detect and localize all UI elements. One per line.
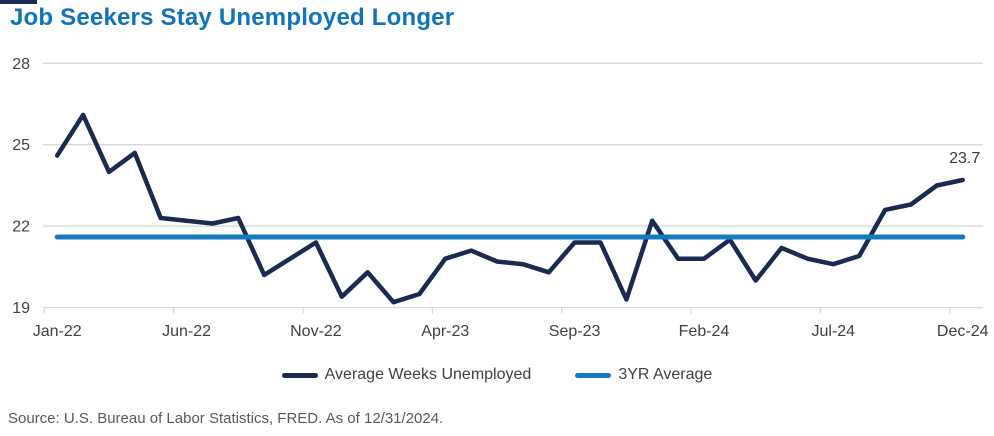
series-line-swatch bbox=[281, 372, 318, 378]
x-axis-label: Nov-22 bbox=[290, 323, 342, 340]
corner-accent-bar bbox=[0, 0, 37, 4]
y-axis-label: 28 bbox=[12, 56, 30, 73]
x-axis-label: Jan-22 bbox=[33, 323, 82, 340]
legend-item-average-weeks: Average Weeks Unemployed bbox=[281, 366, 532, 384]
y-axis-label: 19 bbox=[12, 300, 30, 317]
legend-item-3yr-average: 3YR Average bbox=[575, 366, 712, 384]
average-line-swatch bbox=[575, 372, 612, 378]
chart-legend: Average Weeks Unemployed 3YR Average bbox=[0, 363, 994, 387]
y-axis-label: 22 bbox=[12, 219, 30, 236]
page-title: Job Seekers Stay Unemployed Longer bbox=[10, 4, 455, 31]
x-axis-label: Jun-22 bbox=[162, 323, 211, 340]
x-axis-label: Feb-24 bbox=[679, 323, 730, 340]
x-axis-label: Jul-24 bbox=[812, 323, 856, 340]
legend-label: Average Weeks Unemployed bbox=[324, 366, 532, 383]
series-line-average-weeks bbox=[54, 112, 965, 305]
y-axis-label: 25 bbox=[12, 137, 30, 154]
legend-label: 3YR Average bbox=[618, 366, 713, 383]
x-axis-label: Apr-23 bbox=[421, 323, 469, 340]
source-text: Source: U.S. Bureau of Labor Statistics,… bbox=[8, 410, 444, 427]
x-axis-label: Sep-23 bbox=[549, 323, 601, 340]
end-value-label: 23.7 bbox=[949, 150, 980, 167]
x-axis-label: Dec-24 bbox=[937, 323, 989, 340]
